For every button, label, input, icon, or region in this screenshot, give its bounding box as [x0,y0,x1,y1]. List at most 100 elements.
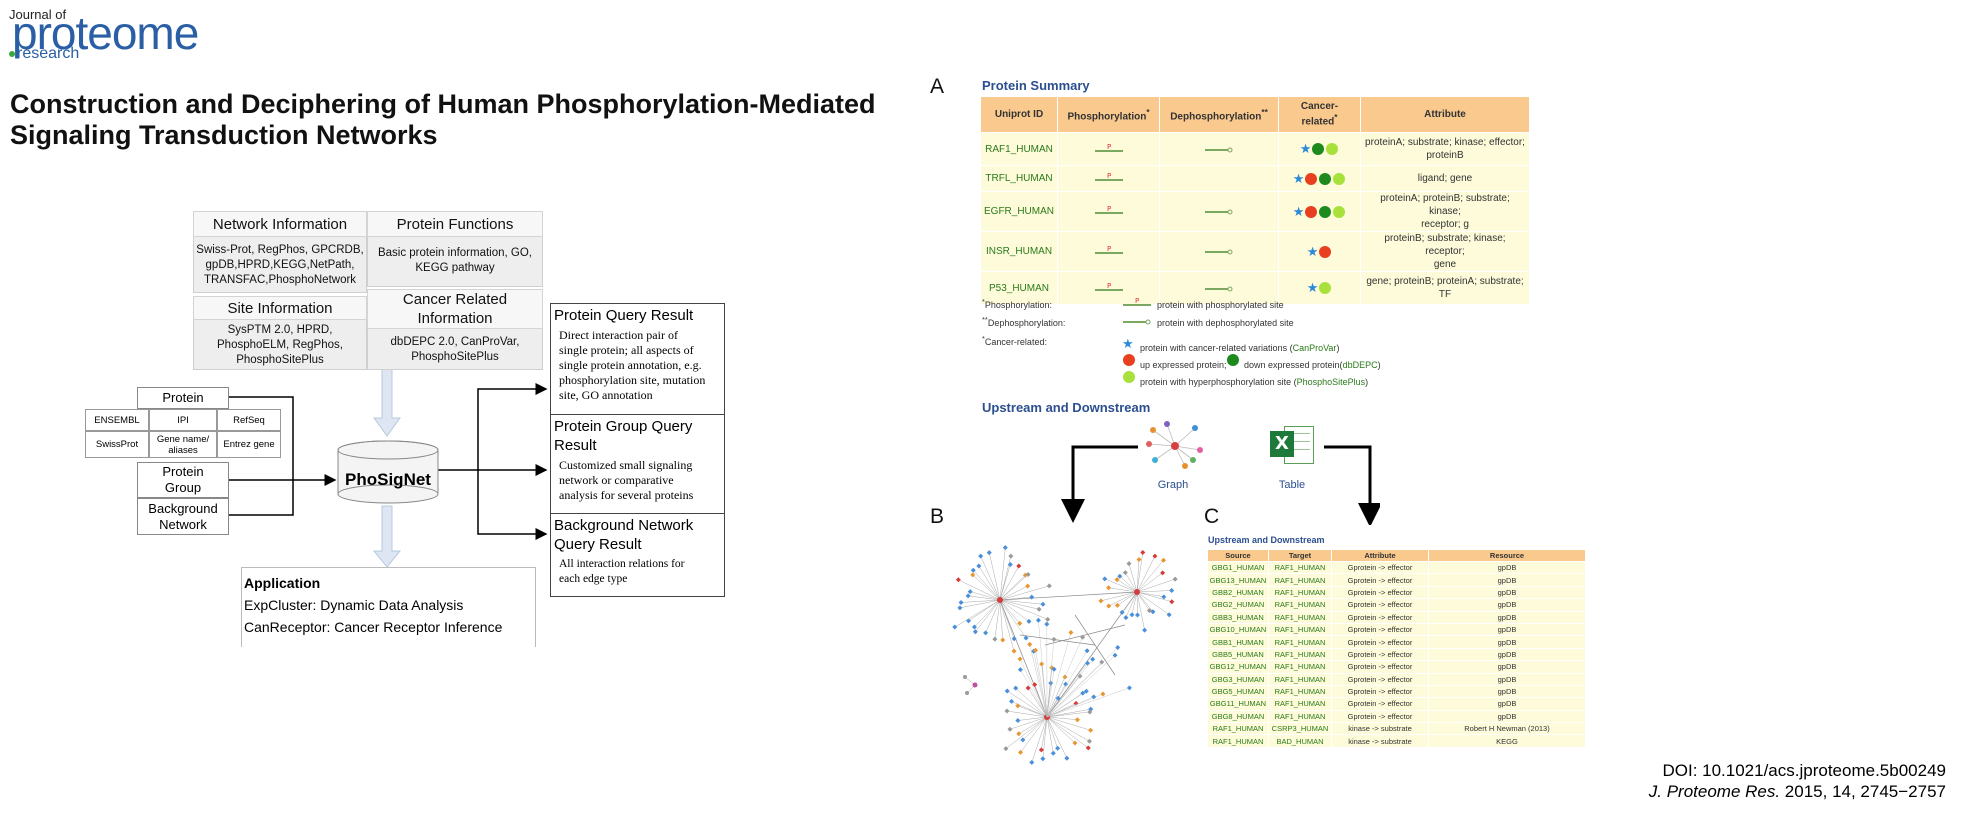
id-cell-ensembl: ENSEMBL [85,409,149,431]
phos-line-icon: P [1094,172,1123,181]
star-icon: ★ [1122,336,1134,351]
target-cell[interactable]: CSRP3_HUMAN [1268,722,1332,736]
resource-cell: gpDB [1428,598,1586,612]
source-cell[interactable]: GBG3_HUMAN [1207,672,1269,686]
dark-green-circle-icon [1319,172,1332,185]
dephosphorylation-cell [1159,231,1280,272]
phosphorylation-cell: P [1057,165,1161,192]
star-icon: ★ [1306,243,1319,259]
col-target: Target [1268,549,1332,562]
network-graph [952,545,1178,765]
graph-icon[interactable] [1145,420,1205,472]
legend-up-expressed: up expressed protein; [1140,360,1227,370]
dark-green-circle-icon [1319,205,1332,218]
col-attribute: Attribute [1360,96,1530,133]
target-cell[interactable]: RAF1_HUMAN [1268,610,1332,624]
target-cell[interactable]: RAF1_HUMAN [1268,598,1332,612]
id-cell-entrez: Entrez gene [217,431,281,458]
journal-logo: proteome [12,7,199,59]
target-cell[interactable]: RAF1_HUMAN [1268,684,1332,699]
protein-functions-sources: Basic protein information, GO, KEGG pathw… [377,247,533,274]
target-cell[interactable]: BAD_HUMAN [1268,734,1332,748]
phos-line-icon: P [1094,282,1123,291]
attribute-cell: Gprotein -> effector [1331,585,1429,600]
source-cell[interactable]: GBG5_HUMAN [1207,684,1269,699]
red-circle-icon [1319,245,1332,258]
upstream-downstream-row: GBB1_HUMAN RAF1_HUMAN Gprotein -> effector… [1207,635,1586,649]
database-label: PhoSigNet [345,470,431,489]
source-cell[interactable]: GBB5_HUMAN [1207,647,1269,662]
id-cell-ipi: IPI [149,409,217,431]
svg-text:P: P [1107,205,1111,213]
resource-cell: gpDB [1428,697,1586,711]
col-uniprot: Uniprot ID [979,96,1059,133]
dark-green-circle-icon [1227,354,1239,366]
target-cell[interactable]: RAF1_HUMAN [1268,697,1332,711]
legend-down-expressed: down expressed protein(dbDEPC) [1244,360,1381,370]
protein-summary-row: EGFR_HUMAN P ★ proteinA; proteinB; substrat… [979,191,1530,232]
protein-summary-title: Protein Summary [982,78,1090,93]
attribute-cell: proteinB; substrate; kinase; receptor; g… [1360,231,1530,272]
panel-c-title: Upstream and Downstream [1208,535,1325,545]
phos-line-icon: P [1123,297,1151,306]
target-cell[interactable]: RAF1_HUMAN [1268,660,1332,674]
upstream-downstream-row: GBG8_HUMAN RAF1_HUMAN Gprotein -> effector… [1207,709,1586,724]
phosphorylation-cell: P [1057,231,1161,272]
uniprot-id[interactable]: EGFR_HUMAN [979,191,1059,232]
graph-label[interactable]: Graph [1157,479,1189,491]
target-cell[interactable]: RAF1_HUMAN [1268,585,1332,600]
target-cell[interactable]: RAF1_HUMAN [1268,622,1332,637]
protein-summary-table: Uniprot ID Phosphorylation* Dephosphoryl… [979,96,1530,305]
panel-a-label: A [930,75,945,98]
application-item-expcluster: ExpCluster: Dynamic Data Analysis [244,597,464,613]
attribute-cell: Gprotein -> effector [1331,709,1429,724]
protein-functions-title: Protein Functions [367,211,543,237]
source-cell[interactable]: GBG12_HUMAN [1207,660,1269,674]
target-cell[interactable]: RAF1_HUMAN [1268,672,1332,686]
source-cell[interactable]: GBG1_HUMAN [1207,560,1269,575]
arrow-down-to-db [373,367,401,437]
dephos-line-icon [1205,209,1233,215]
source-cell[interactable]: GBB1_HUMAN [1207,635,1269,649]
cancer-related-cell: ★ [1278,165,1362,192]
target-cell[interactable]: RAF1_HUMAN [1268,573,1332,587]
excel-table-icon[interactable]: X [1270,423,1314,465]
source-cell[interactable]: GBG13_HUMAN [1207,573,1269,587]
protein-query-result-box: Protein Query Result Direct interaction … [550,303,725,415]
target-cell[interactable]: RAF1_HUMAN [1268,635,1332,649]
cancer-related-cell: ★ [1278,191,1362,232]
uniprot-id[interactable]: P53_HUMAN [979,271,1059,305]
col-source: Source [1207,549,1269,562]
uniprot-id[interactable]: TRFL_HUMAN [979,165,1059,192]
source-cell[interactable]: GBG11_HUMAN [1207,697,1269,711]
upstream-downstream-row: GBB5_HUMAN RAF1_HUMAN Gprotein -> effector… [1207,647,1586,662]
source-cell[interactable]: GBG10_HUMAN [1207,622,1269,637]
network-info-sources: Swiss-Prot, RegPhos, GPCRDB, gpDB,HPRD,KE… [196,244,364,286]
target-cell[interactable]: RAF1_HUMAN [1268,709,1332,724]
source-cell[interactable]: GBG8_HUMAN [1207,709,1269,724]
upstream-downstream-row: GBG1_HUMAN RAF1_HUMAN Gprotein -> effector… [1207,560,1586,575]
target-cell[interactable]: RAF1_HUMAN [1268,560,1332,575]
resource-cell: KEGG [1428,734,1586,748]
uniprot-id[interactable]: INSR_HUMAN [979,231,1059,272]
attribute-cell: Gprotein -> effector [1331,573,1429,587]
target-cell[interactable]: RAF1_HUMAN [1268,647,1332,662]
uniprot-id[interactable]: RAF1_HUMAN [979,132,1059,166]
source-cell[interactable]: GBG2_HUMAN [1207,598,1269,612]
source-cell[interactable]: GBB3_HUMAN [1207,610,1269,624]
source-cell[interactable]: RAF1_HUMAN [1207,734,1269,748]
protein-group-result-box: Protein Group Query Result Customized sma… [550,414,725,514]
resource-cell: Robert H Newman (2013) [1428,722,1586,736]
id-cell-gene-name: Gene name/ aliases [149,431,217,458]
upstream-downstream-row: GBG3_HUMAN RAF1_HUMAN Gprotein -> effector… [1207,672,1586,686]
table-label[interactable]: Table [1278,479,1306,491]
source-cell[interactable]: RAF1_HUMAN [1207,722,1269,736]
dephosphorylation-cell [1159,165,1280,192]
upstream-downstream-table: Source Target Attribute Resource GBG1_HU… [1207,549,1586,748]
source-cell[interactable]: GBB2_HUMAN [1207,585,1269,600]
panel-c-label: C [1204,505,1220,528]
citation-line: J. Proteome Res. 2015, 14, 2745−2757 [1648,782,1946,801]
red-circle-icon [1305,172,1318,185]
svg-text:P: P [1107,143,1111,151]
attribute-cell: Gprotein -> effector [1331,598,1429,612]
